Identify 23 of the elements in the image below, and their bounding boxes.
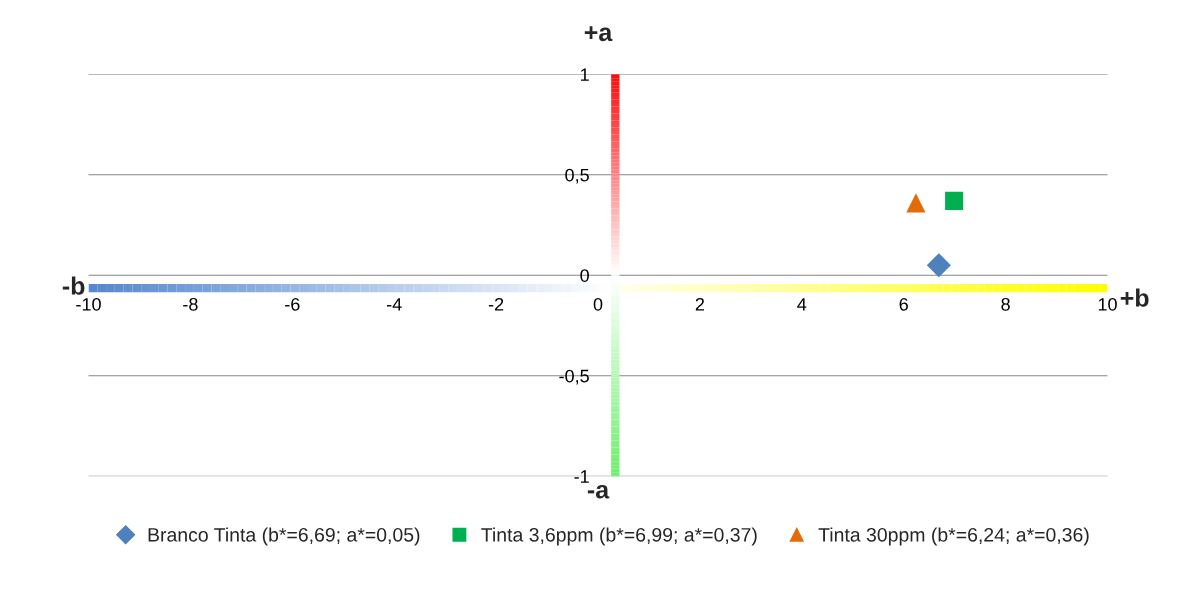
text: +b bbox=[1120, 288, 1149, 307]
x-tick-label: 8 bbox=[1001, 297, 1010, 311]
x-tick-label: -2 bbox=[488, 297, 504, 311]
y-tick-label: -1 bbox=[574, 470, 589, 483]
legend-label: Branco Tinta (b*=6,69; a*=0,05) bbox=[148, 527, 420, 546]
x-tick-label: 10 bbox=[1098, 297, 1117, 311]
x-tick-label: 2 bbox=[695, 297, 705, 311]
x-tick-label: -6 bbox=[285, 297, 300, 311]
x-tick-label: -10 bbox=[76, 297, 101, 311]
legend-label: Tinta 30ppm (b*=6,24; a*=0,36) bbox=[818, 527, 1089, 546]
y-tick-label: -0,5 bbox=[559, 369, 589, 385]
y-tick-label: 1 bbox=[581, 68, 589, 81]
text: -a bbox=[587, 484, 610, 499]
x-tick-label: -4 bbox=[386, 298, 402, 311]
x-tick-label: 0 bbox=[593, 297, 603, 311]
y-tick-label: 0,5 bbox=[565, 168, 589, 184]
text: +a bbox=[584, 26, 613, 42]
x-tick-label: 4 bbox=[797, 298, 807, 311]
legend-label: Tinta 3,6ppm (b*=6,99; a*=0,37) bbox=[481, 527, 757, 546]
y-tick-label: 0 bbox=[580, 269, 589, 282]
x-tick-label: 6 bbox=[899, 297, 908, 311]
x-tick-label: -8 bbox=[183, 297, 198, 311]
text: -b bbox=[62, 276, 85, 295]
